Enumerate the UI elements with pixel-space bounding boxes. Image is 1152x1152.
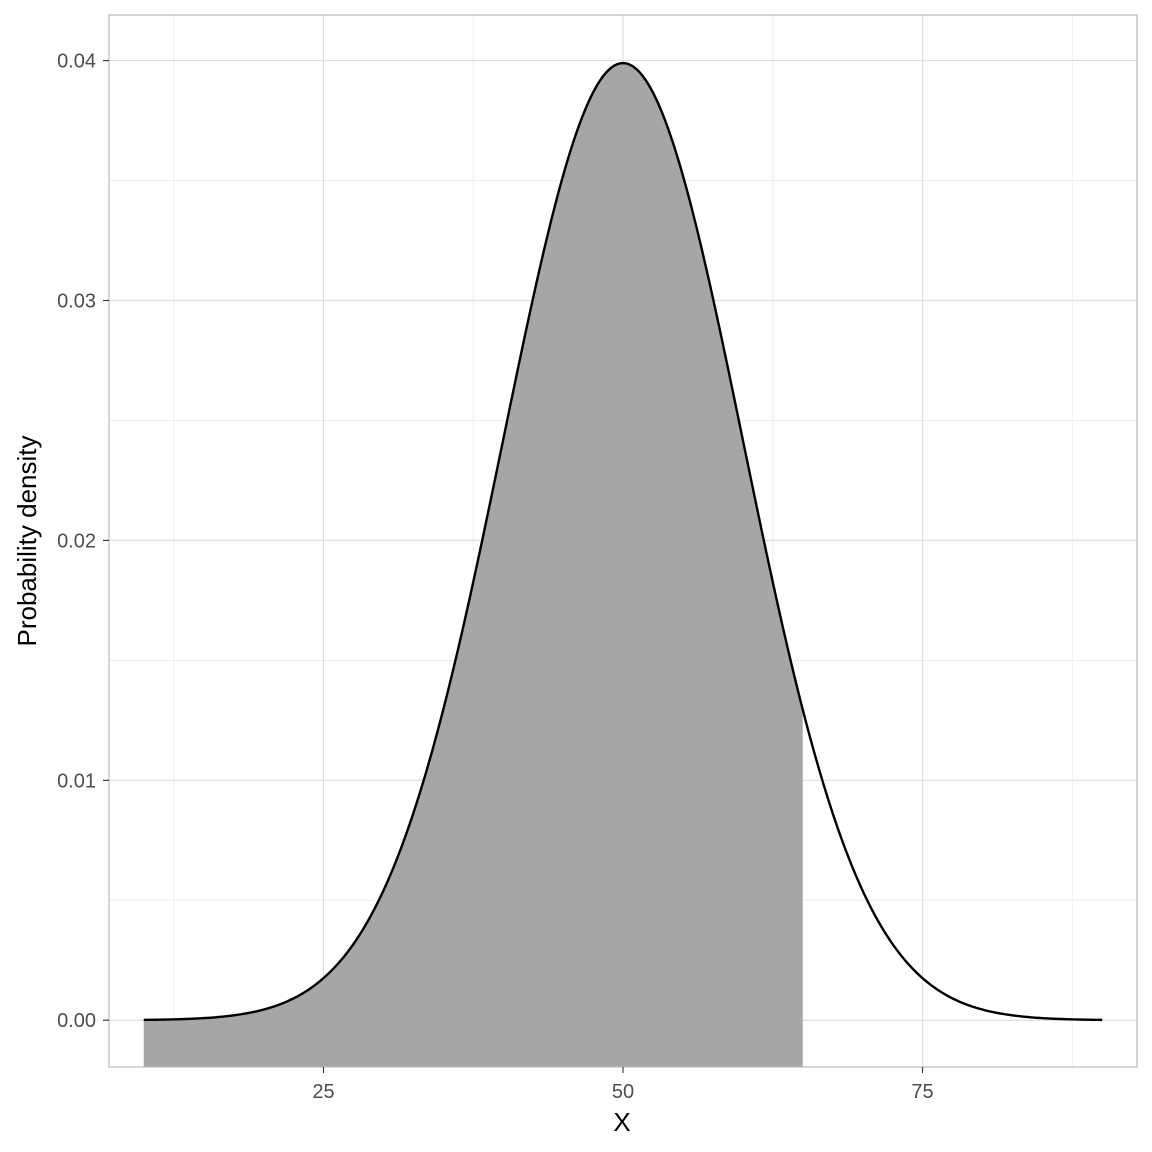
x-tick-label: 75 — [911, 1081, 933, 1103]
shaded-area — [143, 63, 803, 1068]
x-tick-label: 25 — [312, 1081, 334, 1103]
y-tick-label: 0.04 — [57, 51, 96, 73]
y-tick-label: 0.01 — [57, 770, 96, 792]
y-tick-label: 0.03 — [57, 290, 96, 312]
x-axis-title: X — [613, 1107, 630, 1137]
density-curve — [143, 61, 1103, 1022]
y-axis-title: Probability density — [12, 436, 42, 647]
y-axis-ticks: 0.00 0.01 0.02 0.03 0.04 — [57, 51, 109, 1032]
y-tick-label: 0.02 — [57, 530, 96, 552]
x-axis-ticks: 25 50 75 — [312, 1067, 934, 1103]
x-tick-label: 50 — [612, 1081, 634, 1103]
y-tick-label: 0.00 — [57, 1010, 96, 1032]
